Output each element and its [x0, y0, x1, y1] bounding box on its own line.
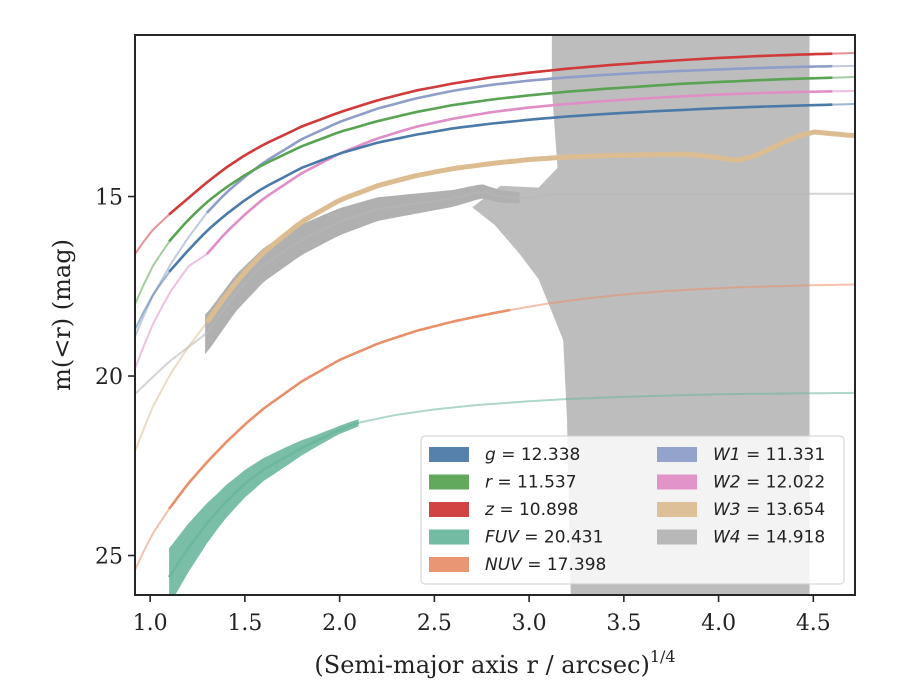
legend-entry-z: z = 10.898: [429, 500, 578, 520]
series-w3-line: [204, 129, 855, 324]
x-tick-label: 4.0: [701, 611, 736, 636]
series-fuv-line: [168, 421, 360, 578]
legend-label: W2 = 12.022: [713, 473, 825, 493]
legend-swatch: [657, 447, 697, 462]
series-z: [135, 51, 855, 255]
series-w3: [135, 129, 855, 452]
series-fuv: [168, 391, 855, 595]
legend-swatch: [657, 529, 697, 545]
legend-entry-r: r = 11.537: [429, 473, 577, 493]
legend-swatch: [429, 529, 469, 545]
y-axis-label: m(<r) (mag): [48, 239, 76, 391]
x-axis: 1.0 1.5 2.0 2.5 3.0 3.5 4.0 4.5: [133, 595, 831, 636]
series-w1-line: [206, 64, 833, 214]
x-tick-label: 2.0: [322, 611, 357, 636]
legend-box: [420, 435, 845, 585]
plot-frame: [134, 34, 856, 596]
legend-entry-g: g = 12.338: [429, 445, 580, 465]
x-tick-label: 3.5: [606, 611, 641, 636]
x-axis-label-text: (Semi-major axis r / arcsec): [314, 651, 649, 679]
series-r: [135, 76, 855, 305]
legend-entry-nuv: NUV = 17.398: [429, 555, 606, 575]
y-tick-label: 20: [95, 365, 123, 390]
legend-swatch: [429, 557, 469, 572]
x-axis-label: (Semi-major axis r / arcsec)1/4: [314, 647, 675, 679]
legend-entry-w3: W3 = 13.654: [657, 500, 825, 520]
series-z-line: [168, 52, 833, 216]
series-nuv: [135, 283, 855, 571]
legend-label: r = 11.537: [485, 473, 577, 493]
series-g: [135, 102, 855, 330]
series-w2-line: [206, 90, 833, 255]
y-tick-label: 15: [95, 186, 123, 211]
legend-swatch: [429, 502, 469, 517]
legend-label: W3 = 13.654: [713, 500, 825, 520]
x-axis-label-power: 1/4: [650, 647, 676, 666]
series-r-line: [168, 76, 833, 243]
legend-label: W1 = 11.331: [713, 445, 825, 465]
legend-entry-w4: W4 = 14.918: [657, 528, 825, 548]
legend-swatch: [429, 474, 469, 490]
series-w4-faint-line: [135, 191, 855, 395]
legend-entry-w1: W1 = 11.331: [657, 445, 825, 465]
series-g-line: [168, 103, 833, 273]
legend-label: W4 = 14.918: [713, 528, 825, 548]
legend-swatch: [657, 502, 697, 517]
series-w4-band: [205, 184, 520, 355]
y-tick-label: 25: [95, 545, 123, 570]
legend-label: NUV = 17.398: [485, 555, 606, 575]
series-w2: [135, 90, 855, 370]
x-tick-label: 1.5: [227, 611, 262, 636]
legend-label: z = 10.898: [484, 500, 578, 520]
x-tick-label: 2.5: [417, 611, 452, 636]
legend-entry-fuv: FUV = 20.431: [429, 528, 603, 548]
legend-label: FUV = 20.431: [485, 528, 603, 548]
x-tick-label: 1.0: [133, 611, 168, 636]
y-axis: 15 20 25: [95, 186, 135, 570]
legend-entry-w2: W2 = 12.022: [657, 473, 825, 493]
x-tick-label: 3.0: [512, 611, 547, 636]
x-tick-label: 4.5: [796, 611, 831, 636]
legend-swatch: [657, 474, 697, 490]
series-fuv-band: [169, 419, 359, 595]
legend-swatch: [429, 447, 469, 462]
legend: g = 12.338 r = 11.537 z = 10.898 FUV = 20.4…: [420, 435, 845, 585]
series-nuv-line: [168, 308, 511, 510]
legend-label: g = 12.338: [485, 445, 580, 465]
